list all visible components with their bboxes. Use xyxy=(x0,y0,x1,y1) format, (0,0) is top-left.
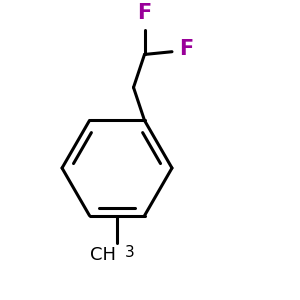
Text: 3: 3 xyxy=(125,244,135,260)
Text: CH: CH xyxy=(90,246,116,264)
Text: F: F xyxy=(179,39,193,59)
Text: F: F xyxy=(137,3,152,23)
